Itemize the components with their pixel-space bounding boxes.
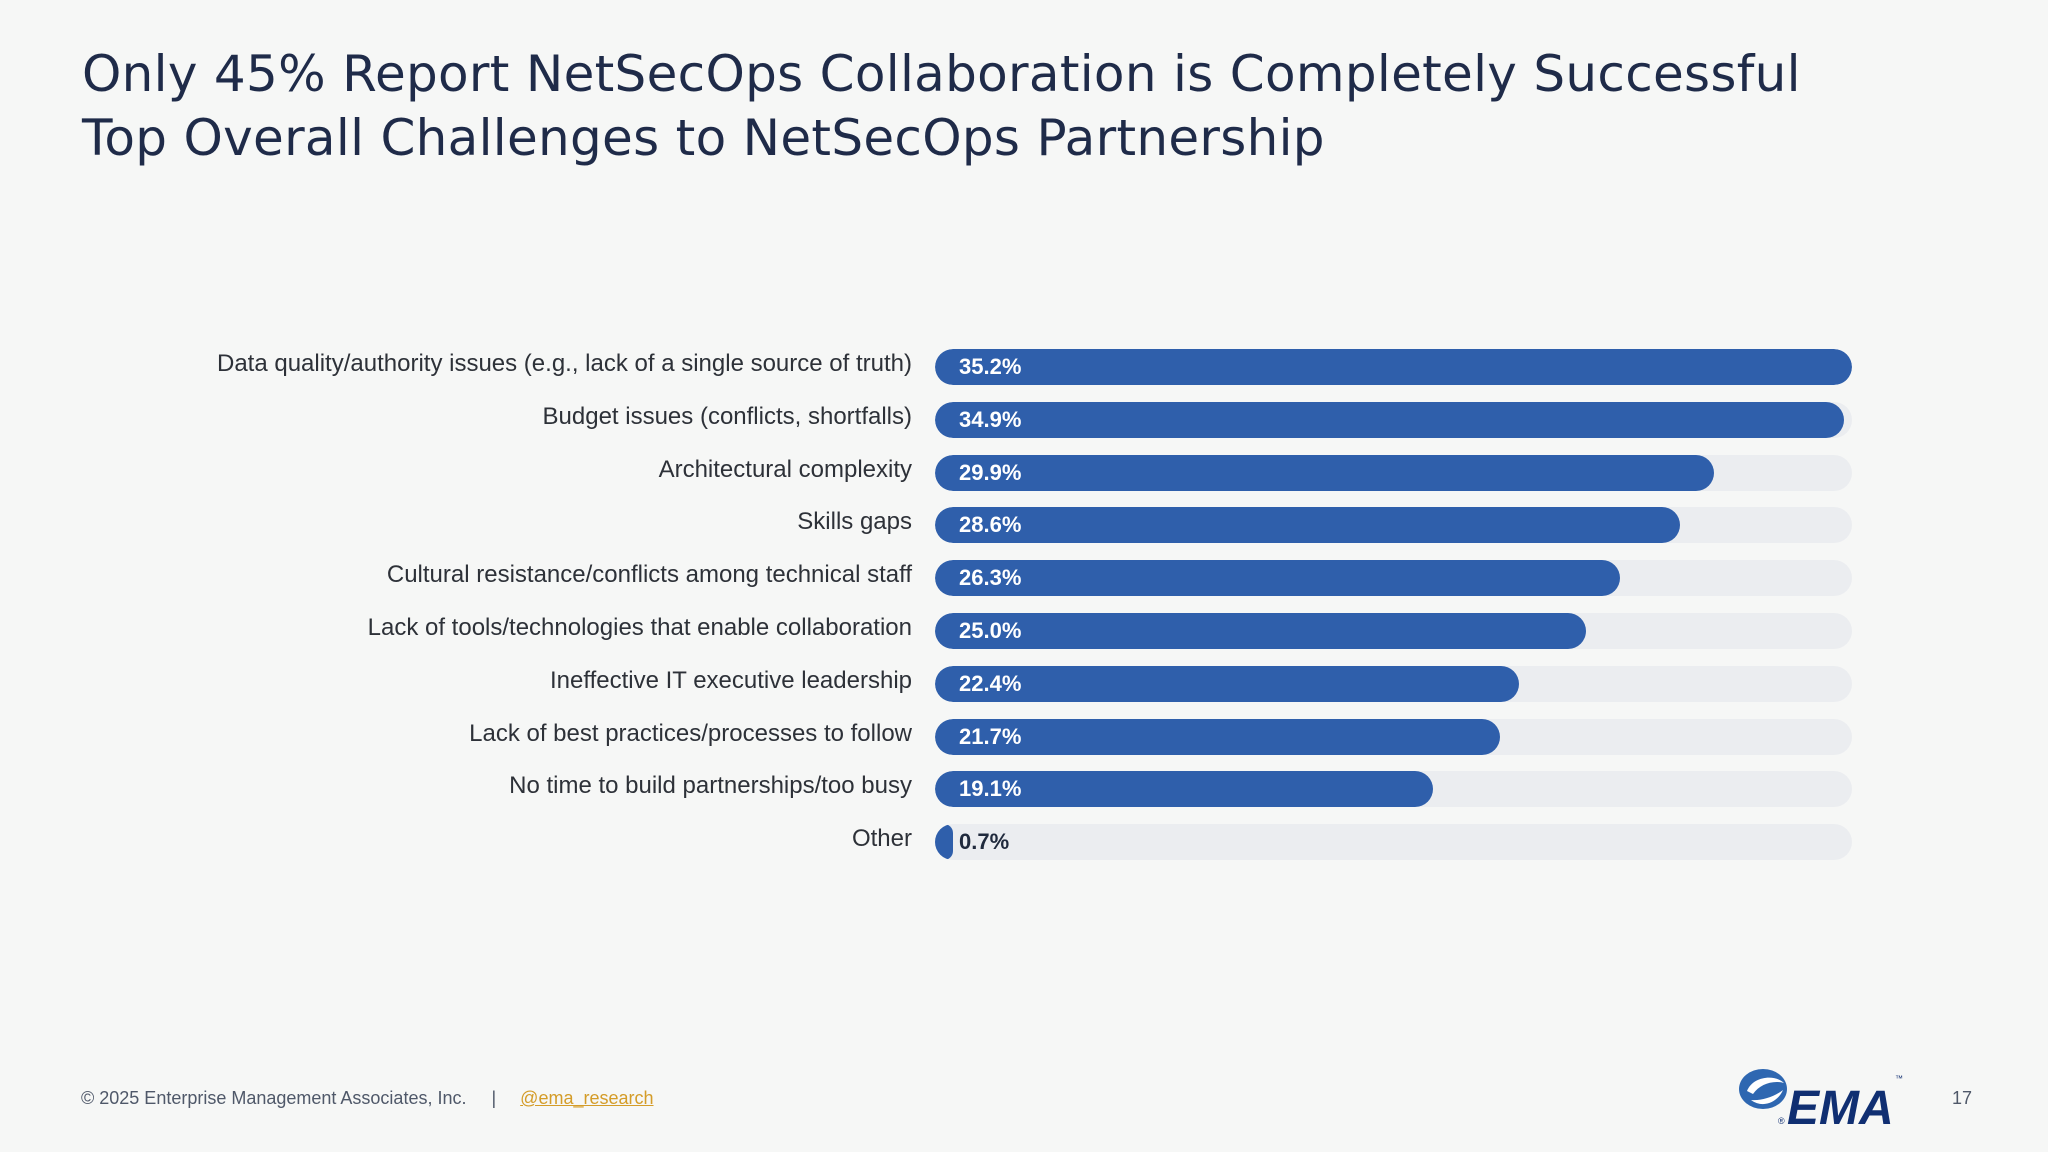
category-label: Skills gaps xyxy=(797,508,912,535)
bar xyxy=(935,507,1681,543)
bar-track: 21.7% xyxy=(935,719,1852,755)
category-label: Cultural resistance/conflicts among tech… xyxy=(386,561,912,588)
category-label: Other xyxy=(851,825,912,852)
registered-mark: ® xyxy=(1778,1116,1785,1126)
bar-track: 28.6% xyxy=(935,507,1852,543)
ema-swoosh-icon xyxy=(1739,1069,1787,1109)
social-handle-link[interactable]: @ema_research xyxy=(520,1088,654,1108)
slide-title: Only 45% Report NetSecOps Collaboration … xyxy=(82,42,1801,170)
category-label: Budget issues (conflicts, shortfalls) xyxy=(542,403,912,430)
bar-value-label: 34.9% xyxy=(959,407,1022,432)
bar-value-label: 35.2% xyxy=(959,354,1022,379)
category-label: Lack of best practices/processes to foll… xyxy=(469,720,912,747)
bar xyxy=(935,455,1714,491)
bar xyxy=(935,824,954,860)
bar xyxy=(935,560,1621,596)
trademark-mark: ™ xyxy=(1895,1074,1903,1083)
bar-value-label: 25.0% xyxy=(959,618,1022,643)
bar-track: 35.2% xyxy=(935,349,1852,385)
logo-wordmark: EMA xyxy=(1787,1082,1894,1130)
category-label: Data quality/authority issues (e.g., lac… xyxy=(216,350,912,377)
bar-track: 26.3% xyxy=(935,560,1852,596)
bar xyxy=(935,719,1501,755)
bar-value-label: 29.9% xyxy=(959,460,1022,485)
bar-value-label: 26.3% xyxy=(959,565,1022,590)
page-number: 17 xyxy=(1952,1088,1973,1108)
bar-track: 34.9% xyxy=(935,402,1852,438)
bar xyxy=(935,349,1852,385)
bar-track: 25.0% xyxy=(935,613,1852,649)
footer-separator: | xyxy=(491,1088,497,1108)
bar xyxy=(935,613,1587,649)
bar-value-label: 22.4% xyxy=(959,671,1022,696)
bar-track: 0.7% xyxy=(935,824,1852,860)
bar-value-label: 0.7% xyxy=(959,829,1010,854)
bar-value-label: 19.1% xyxy=(959,776,1022,801)
category-label: No time to build partnerships/too busy xyxy=(509,772,912,799)
copyright-text: © 2025 Enterprise Management Associates,… xyxy=(81,1088,467,1108)
bar xyxy=(935,666,1519,702)
title-line-1: Only 45% Report NetSecOps Collaboration … xyxy=(82,45,1801,103)
footer: © 2025 Enterprise Management Associates,… xyxy=(81,1088,654,1109)
ema-logo: ® EMA ™ xyxy=(1739,1069,1903,1130)
bar-track: 19.1% xyxy=(935,771,1852,807)
bar-value-label: 21.7% xyxy=(959,724,1022,749)
category-label: Ineffective IT executive leadership xyxy=(550,667,912,694)
bar-track: 29.9% xyxy=(935,455,1852,491)
bar xyxy=(935,402,1845,438)
title-line-2: Top Overall Challenges to NetSecOps Part… xyxy=(82,109,1325,167)
category-label: Lack of tools/technologies that enable c… xyxy=(367,614,912,641)
bar-track: 22.4% xyxy=(935,666,1852,702)
category-label: Architectural complexity xyxy=(658,456,912,483)
bar xyxy=(935,771,1433,807)
bar-value-label: 28.6% xyxy=(959,512,1022,537)
